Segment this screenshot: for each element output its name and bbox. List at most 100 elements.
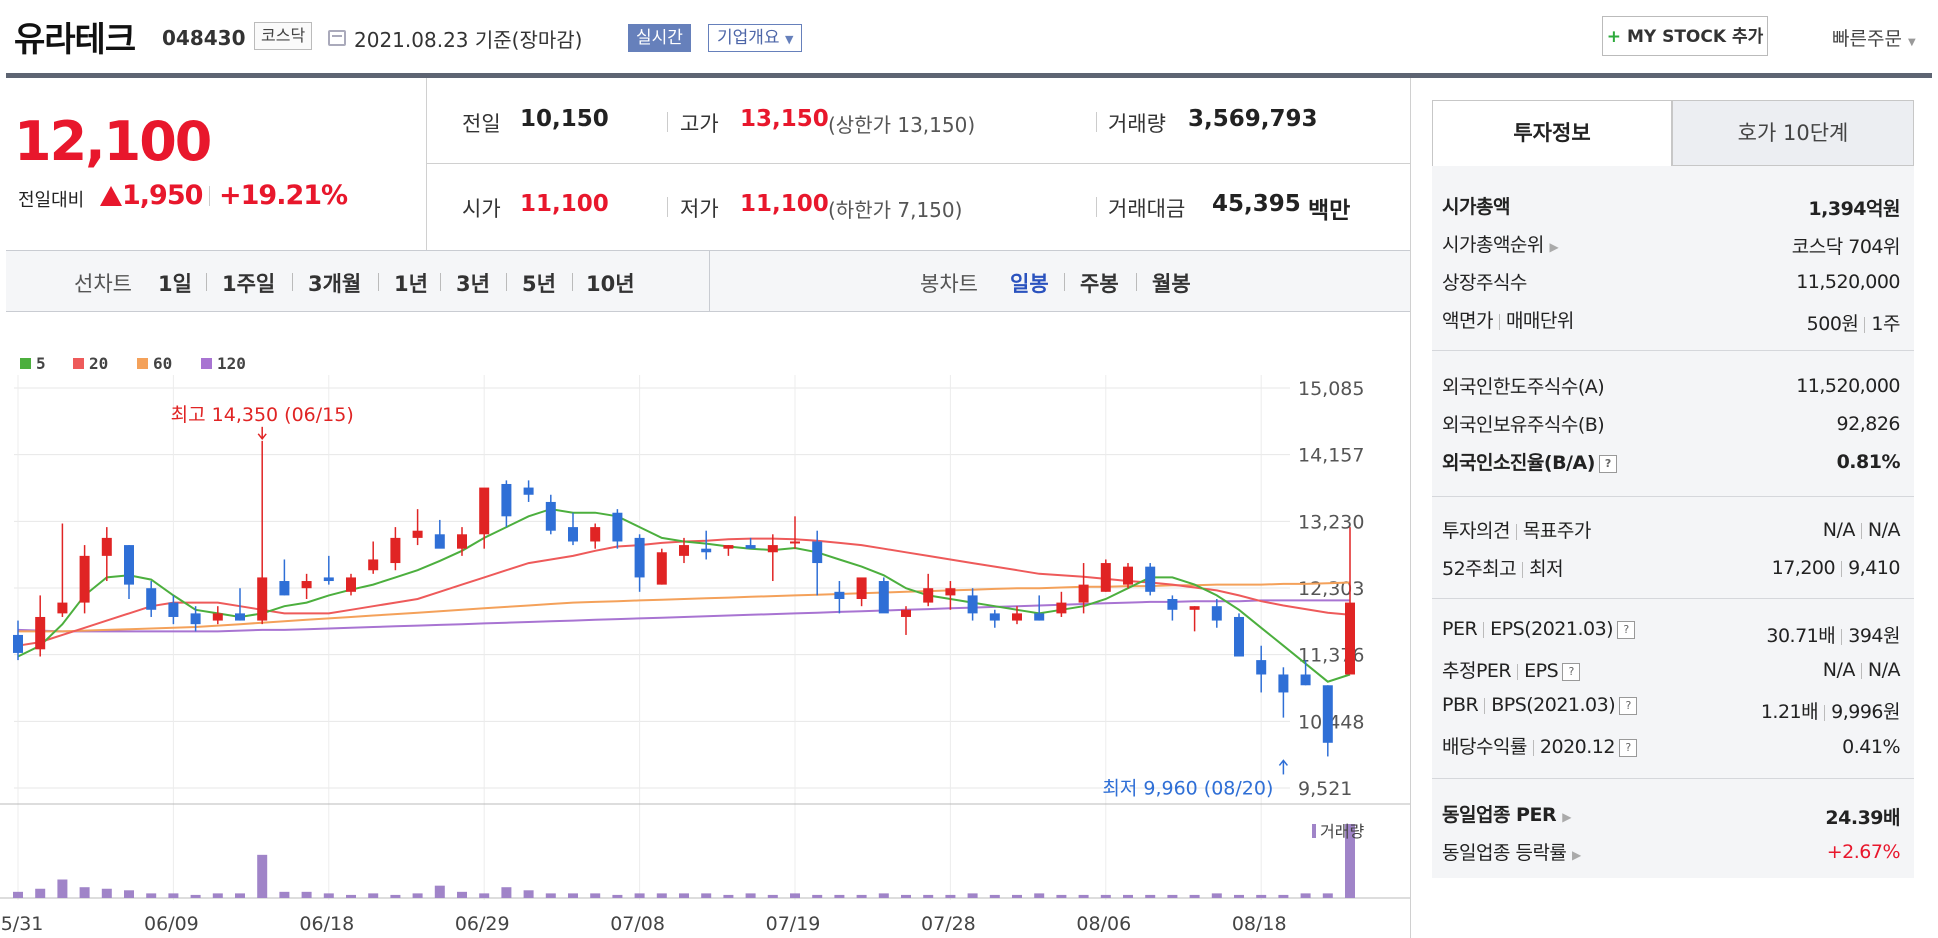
sector-change-label[interactable]: 동일업종 등락률 ▶ (1442, 838, 1581, 865)
divider (1432, 778, 1914, 779)
market-cap-unit: 억원 (1866, 198, 1900, 220)
y-tick-label: 9,521 (1298, 778, 1352, 800)
candle-weekly[interactable]: 주봉 (1080, 272, 1119, 296)
x-tick-label: 06/09 (144, 913, 199, 935)
listed-shares-label: 상장주식수 (1442, 272, 1527, 294)
candle-body (1078, 584, 1089, 603)
eps-text: EPS(2021.03) (1490, 618, 1614, 640)
volume-bar (57, 879, 68, 898)
low-annotation: 최저 9,960 (08/20) (1102, 777, 1273, 799)
foreign-limit-value: 11,520,000 (1796, 375, 1900, 397)
volume-bar (323, 893, 334, 898)
candle-body (1189, 606, 1200, 610)
legend-label: 20 (89, 354, 108, 373)
candle-body (834, 591, 845, 599)
volume-bar (368, 893, 379, 898)
volume-bar (13, 891, 23, 898)
per-eps-label: PER EPS(2021.03)? (1442, 618, 1636, 640)
candle-body (1123, 566, 1133, 585)
pbr-bps-label: PBR BPS(2021.03)? (1442, 694, 1638, 716)
help-icon[interactable]: ? (1618, 738, 1637, 757)
y-tick-label: 15,085 (1298, 378, 1364, 400)
candle-body (656, 552, 667, 585)
candle-body (1167, 598, 1178, 610)
market-cap-rank-label[interactable]: 시가총액순위 ▶ (1442, 230, 1559, 257)
x-tick-label: 06/18 (299, 913, 354, 935)
candle-daily[interactable]: 일봉 (1010, 272, 1049, 296)
per-value: 30.71배 (1766, 625, 1836, 647)
candle-body (745, 545, 756, 549)
volume-bar (168, 893, 179, 898)
quick-order-dropdown[interactable]: 빠른주문 ▼ (1832, 24, 1916, 51)
candle-monthly[interactable]: 월봉 (1152, 272, 1191, 296)
candle-body (79, 555, 90, 603)
period-1w[interactable]: 1주일 (222, 272, 276, 296)
realtime-button[interactable]: 실시간 (628, 24, 691, 52)
low-arrow-head (1278, 759, 1288, 766)
help-icon[interactable]: ? (1617, 620, 1636, 639)
bps-text: BPS(2021.03) (1491, 694, 1616, 716)
par-label: 액면가 (1442, 310, 1493, 332)
high-label: 고가 (680, 112, 719, 136)
y-tick-label: 13,230 (1298, 511, 1364, 533)
tab-investment-info[interactable]: 투자정보 (1432, 100, 1672, 166)
period-1d[interactable]: 1일 (158, 272, 192, 296)
low-value: 11,100 (740, 191, 829, 217)
stock-name: 유라테크 (14, 20, 136, 60)
candle-body (989, 613, 1000, 621)
w52-low-text: 최저 (1529, 558, 1564, 580)
divider (292, 273, 293, 291)
candle-body (1034, 613, 1045, 621)
volume-bar (767, 894, 778, 898)
legend-swatch (201, 358, 212, 369)
volume-bar (257, 854, 268, 898)
foreign-ratio-text: 외국인소진율(B/A) (1442, 452, 1595, 474)
divider (378, 273, 379, 291)
candle-body (501, 483, 512, 517)
opinion-value: N/A N/A (1823, 519, 1901, 541)
volume-bar (878, 893, 889, 898)
volume-bar (568, 893, 578, 898)
period-5y[interactable]: 5년 (522, 272, 556, 296)
add-my-stock-button[interactable]: + MY STOCK 추가 (1602, 16, 1768, 56)
period-1y[interactable]: 1년 (394, 272, 428, 296)
volume-bar (834, 894, 845, 898)
period-10y[interactable]: 10년 (586, 272, 635, 296)
candle-body (146, 588, 157, 610)
unit-label: 매매단위 (1505, 310, 1574, 332)
est-per-value-b: N/A (1867, 659, 1901, 681)
volume-bar (901, 894, 911, 898)
candlestick-chart: 15,08514,15713,23012,30311,37610,4489,52… (0, 354, 1410, 935)
tab-order-book[interactable]: 호가 10단계 (1672, 100, 1914, 166)
help-icon[interactable]: ? (1619, 696, 1638, 715)
lower-limit: (하한가 7,150) (828, 198, 963, 222)
foreign-hold-label: 외국인보유주식수(B) (1442, 414, 1605, 436)
candle-body (368, 559, 379, 571)
market-cap-value: 1,394억원 (1808, 194, 1900, 221)
help-icon[interactable]: ? (1562, 662, 1581, 681)
volume-bar (1211, 893, 1222, 898)
volume-bar (101, 888, 112, 898)
candle-body (523, 487, 534, 495)
market-cap-rank-text: 시가총액순위 (1442, 234, 1544, 256)
help-icon[interactable]: ? (1598, 454, 1617, 473)
company-overview-dropdown[interactable]: 기업개요 ▼ (708, 24, 803, 52)
market-cap-number: 1,394 (1808, 198, 1867, 220)
volume-bar (679, 893, 689, 898)
volume-bar (745, 893, 756, 898)
chevron-right-icon: ▶ (1562, 810, 1571, 824)
candle-body (590, 527, 601, 542)
volume-legend-label: 거래량 (1320, 822, 1364, 841)
divider (572, 273, 573, 291)
sector-per-label[interactable]: 동일업종 PER ▶ (1442, 800, 1571, 827)
x-tick-label: 08/06 (1076, 913, 1131, 935)
period-3y[interactable]: 3년 (456, 272, 490, 296)
candle-body (168, 602, 179, 617)
volume-bar (612, 894, 623, 898)
candle-body (1345, 602, 1355, 675)
volume-bar (723, 894, 734, 898)
upper-limit: (상한가 13,150) (828, 113, 976, 137)
dividend-text: 배당수익률 (1442, 736, 1527, 758)
volume-bar (501, 887, 512, 898)
period-3m[interactable]: 3개월 (308, 272, 362, 296)
